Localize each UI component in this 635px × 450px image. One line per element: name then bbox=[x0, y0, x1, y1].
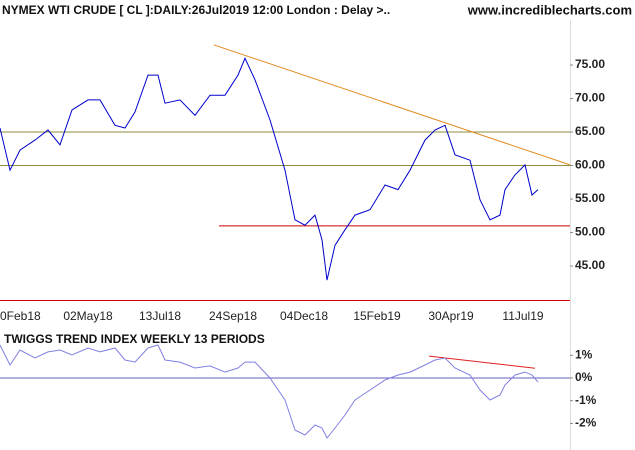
trend-line bbox=[428, 355, 536, 369]
x-tick-label: 24Sep18 bbox=[209, 309, 257, 323]
y-tick-label: 75.00 bbox=[575, 57, 605, 71]
y-tick-label: 65.00 bbox=[575, 124, 605, 138]
x-tick-label: 20Feb18 bbox=[0, 309, 41, 323]
y-tick-label: 50.00 bbox=[575, 225, 605, 239]
y-tick-label: -1% bbox=[575, 393, 597, 407]
x-tick-label: 15Feb19 bbox=[353, 309, 401, 323]
y-tick-label: 45.00 bbox=[575, 258, 605, 272]
x-tick-label: 02May18 bbox=[63, 309, 113, 323]
x-tick-label: 04Dec18 bbox=[280, 309, 328, 323]
y-tick-label: 55.00 bbox=[575, 191, 605, 205]
y-tick-label: 60.00 bbox=[575, 158, 605, 172]
indicator-title: TWIGGS TREND INDEX WEEKLY 13 PERIODS bbox=[4, 332, 265, 346]
trend-line bbox=[213, 44, 571, 166]
y-tick-label: 0% bbox=[575, 370, 593, 384]
y-tick-label: 1% bbox=[575, 347, 593, 361]
source: www.incrediblecharts.com bbox=[467, 2, 632, 17]
chart-title: NYMEX WTI CRUDE [ CL ]:DAILY:26Jul2019 1… bbox=[2, 3, 390, 17]
y-tick-label: -2% bbox=[575, 416, 597, 430]
x-tick-label: 11Jul19 bbox=[502, 309, 543, 323]
price-line bbox=[0, 57, 539, 281]
x-tick-label: 30Apr19 bbox=[428, 309, 474, 323]
y-tick-label: 70.00 bbox=[575, 91, 605, 105]
x-tick-label: 13Jul18 bbox=[139, 309, 181, 323]
price-line bbox=[0, 344, 539, 439]
